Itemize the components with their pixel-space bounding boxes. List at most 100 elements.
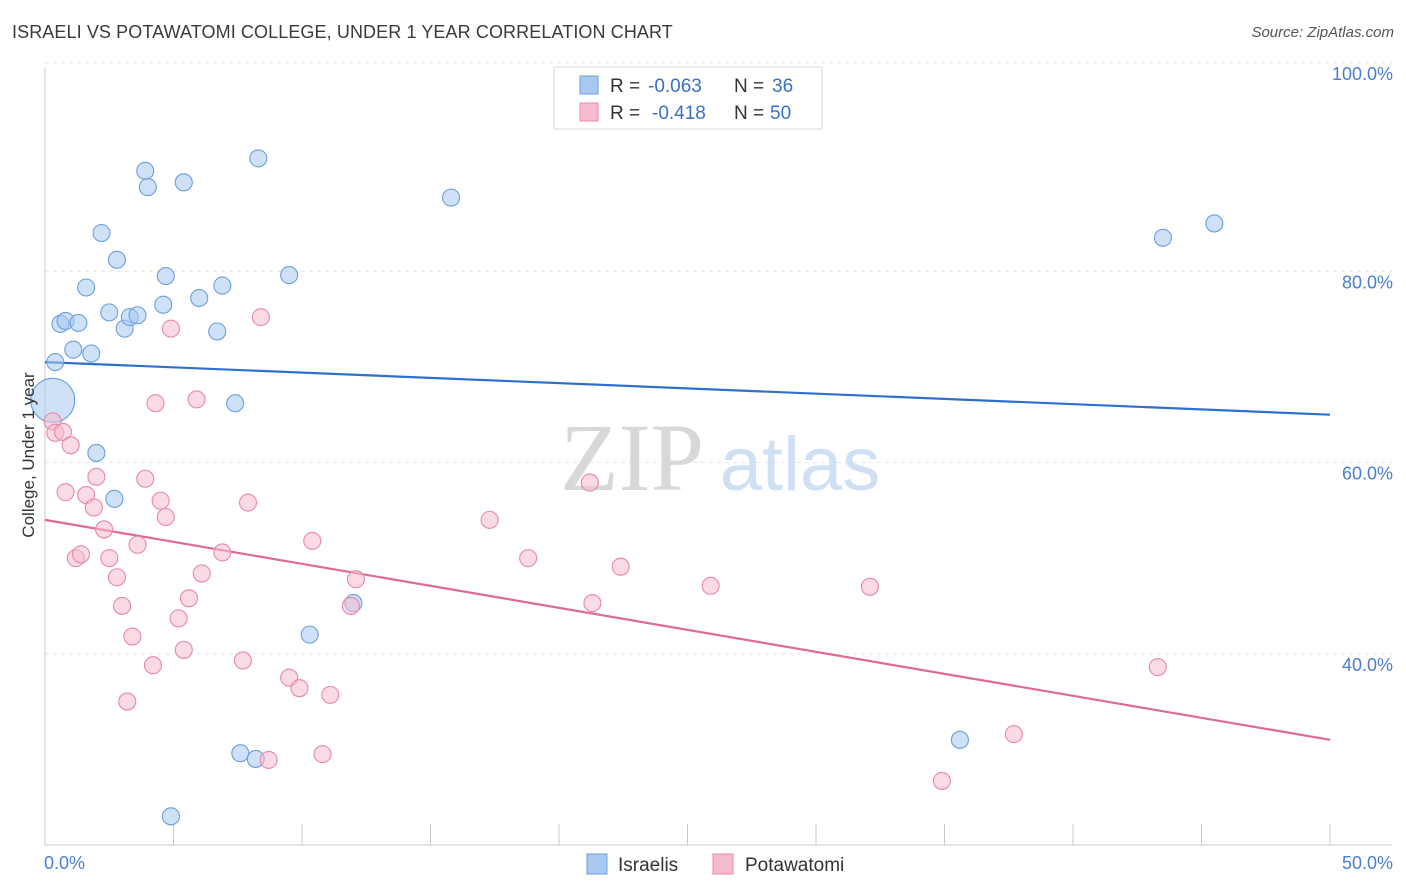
point-potawatomi-27	[192, 564, 211, 583]
point-israelis-22	[208, 322, 227, 341]
trend-lines	[44, 360, 1331, 741]
legend-swatch-potawatomi	[579, 102, 599, 122]
legend-r-label-israelis: R =	[610, 76, 640, 97]
point-potawatomi-12	[107, 568, 127, 587]
point-potawatomi-24	[174, 640, 193, 659]
point-potawatomi-11	[100, 549, 119, 568]
point-israelis-33	[950, 730, 969, 749]
legend-r-value-israelis: -0.063	[648, 76, 702, 97]
y-tick-label-2: 60.0%	[1342, 464, 1393, 484]
point-potawatomi-46	[860, 577, 880, 596]
tick-labels: 100.0% 80.0% 60.0% 40.0% 0.0% 50.0%	[44, 64, 1393, 873]
bottom-legend-swatch-israelis	[586, 853, 608, 875]
legend-n-value-potawatomi: 50	[770, 103, 791, 124]
point-potawatomi-35	[303, 531, 322, 550]
point-potawatomi-8	[84, 498, 103, 517]
point-israelis-11	[105, 489, 124, 508]
point-israelis-21	[190, 288, 209, 308]
point-potawatomi-28	[213, 543, 232, 562]
point-israelis-31	[161, 807, 180, 826]
point-potawatomi-9	[87, 467, 106, 486]
point-potawatomi-23	[169, 609, 188, 628]
trend-line-israelis	[44, 360, 1331, 416]
point-potawatomi-34	[290, 679, 309, 698]
point-potawatomi-43	[583, 594, 602, 613]
point-potawatomi-31	[251, 308, 270, 327]
legend-r-label-potawatomi: R =	[610, 103, 640, 124]
point-israelis-35	[1205, 214, 1224, 233]
x-tick-label-1: 50.0%	[1342, 853, 1393, 873]
legend-n-label-potawatomi: N =	[734, 103, 764, 124]
legend-n-value-israelis: 36	[772, 76, 793, 97]
point-israelis-19	[156, 266, 175, 286]
point-israelis-16	[136, 161, 155, 180]
point-potawatomi-48	[1004, 725, 1023, 744]
point-potawatomi-19	[146, 394, 165, 413]
point-israelis-5	[69, 313, 88, 332]
point-potawatomi-16	[128, 535, 147, 554]
point-potawatomi-41	[519, 549, 538, 568]
point-potawatomi-42	[580, 473, 599, 492]
point-potawatomi-36	[313, 745, 332, 764]
y-tick-label-1: 80.0%	[1342, 272, 1393, 292]
point-potawatomi-40	[480, 510, 499, 529]
point-israelis-18	[154, 295, 173, 314]
point-israelis-28	[280, 266, 299, 285]
point-potawatomi-2	[53, 422, 73, 441]
bottom-legend-swatch-potawatomi	[712, 853, 734, 875]
point-israelis-20	[174, 173, 193, 192]
point-potawatomi-39	[346, 570, 366, 589]
point-israelis-23	[213, 276, 232, 295]
point-potawatomi-17	[136, 469, 155, 488]
trend-line-potawatomi	[44, 518, 1331, 741]
point-potawatomi-22	[161, 319, 180, 338]
point-israelis-4	[64, 340, 83, 359]
stats-legend-box	[553, 66, 823, 130]
point-potawatomi-13	[113, 596, 132, 615]
grid-lines	[45, 62, 1392, 655]
point-israelis-29	[300, 625, 319, 644]
x-tick-label-0: 0.0%	[44, 853, 85, 873]
point-israelis-27	[249, 149, 268, 168]
point-potawatomi-14	[118, 692, 137, 711]
point-potawatomi-49	[1148, 658, 1167, 677]
point-israelis-15	[128, 306, 147, 325]
point-potawatomi-15	[123, 627, 142, 646]
point-potawatomi-30	[238, 493, 258, 512]
point-potawatomi-10	[95, 520, 114, 539]
point-potawatomi-18	[143, 656, 162, 675]
point-potawatomi-44	[611, 557, 630, 576]
point-potawatomi-4	[61, 436, 80, 455]
bottom-legend-label-potawatomi: Potawatomi	[745, 855, 844, 876]
point-israelis-10	[100, 303, 119, 322]
point-israelis-7	[82, 344, 101, 363]
point-potawatomi-45	[701, 576, 720, 595]
point-potawatomi-21	[156, 507, 175, 527]
point-israelis-12	[107, 250, 127, 269]
watermark-zip: ZIP	[560, 404, 704, 511]
point-potawatomi-38	[341, 596, 360, 615]
point-potawatomi-25	[179, 589, 198, 608]
series-legend: Israelis Potawatomi	[586, 853, 844, 876]
point-israelis-17	[138, 178, 157, 197]
point-potawatomi-47	[932, 771, 951, 790]
point-israelis-8	[87, 443, 106, 462]
y-tick-label-0: 100.0%	[1332, 64, 1393, 84]
axes	[44, 68, 1392, 846]
watermark: ZIP atlas	[560, 404, 880, 511]
chart-title: ISRAELI VS POTAWATOMI COLLEGE, UNDER 1 Y…	[12, 22, 673, 42]
legend-swatch-israelis	[579, 75, 599, 95]
data-points	[30, 149, 1224, 826]
point-israelis-25	[231, 744, 250, 763]
y-tick-label-3: 40.0%	[1342, 655, 1393, 675]
point-potawatomi-20	[151, 491, 170, 510]
point-israelis-24	[226, 394, 245, 413]
point-potawatomi-37	[321, 685, 340, 704]
y-axis-title: College, Under 1 year	[19, 372, 38, 538]
bottom-legend-label-israelis: Israelis	[618, 855, 678, 876]
legend-n-label-israelis: N =	[734, 76, 764, 97]
point-potawatomi-6	[71, 545, 91, 564]
point-potawatomi-32	[259, 750, 278, 769]
chart-source: Source: ZipAtlas.com	[1251, 24, 1394, 41]
